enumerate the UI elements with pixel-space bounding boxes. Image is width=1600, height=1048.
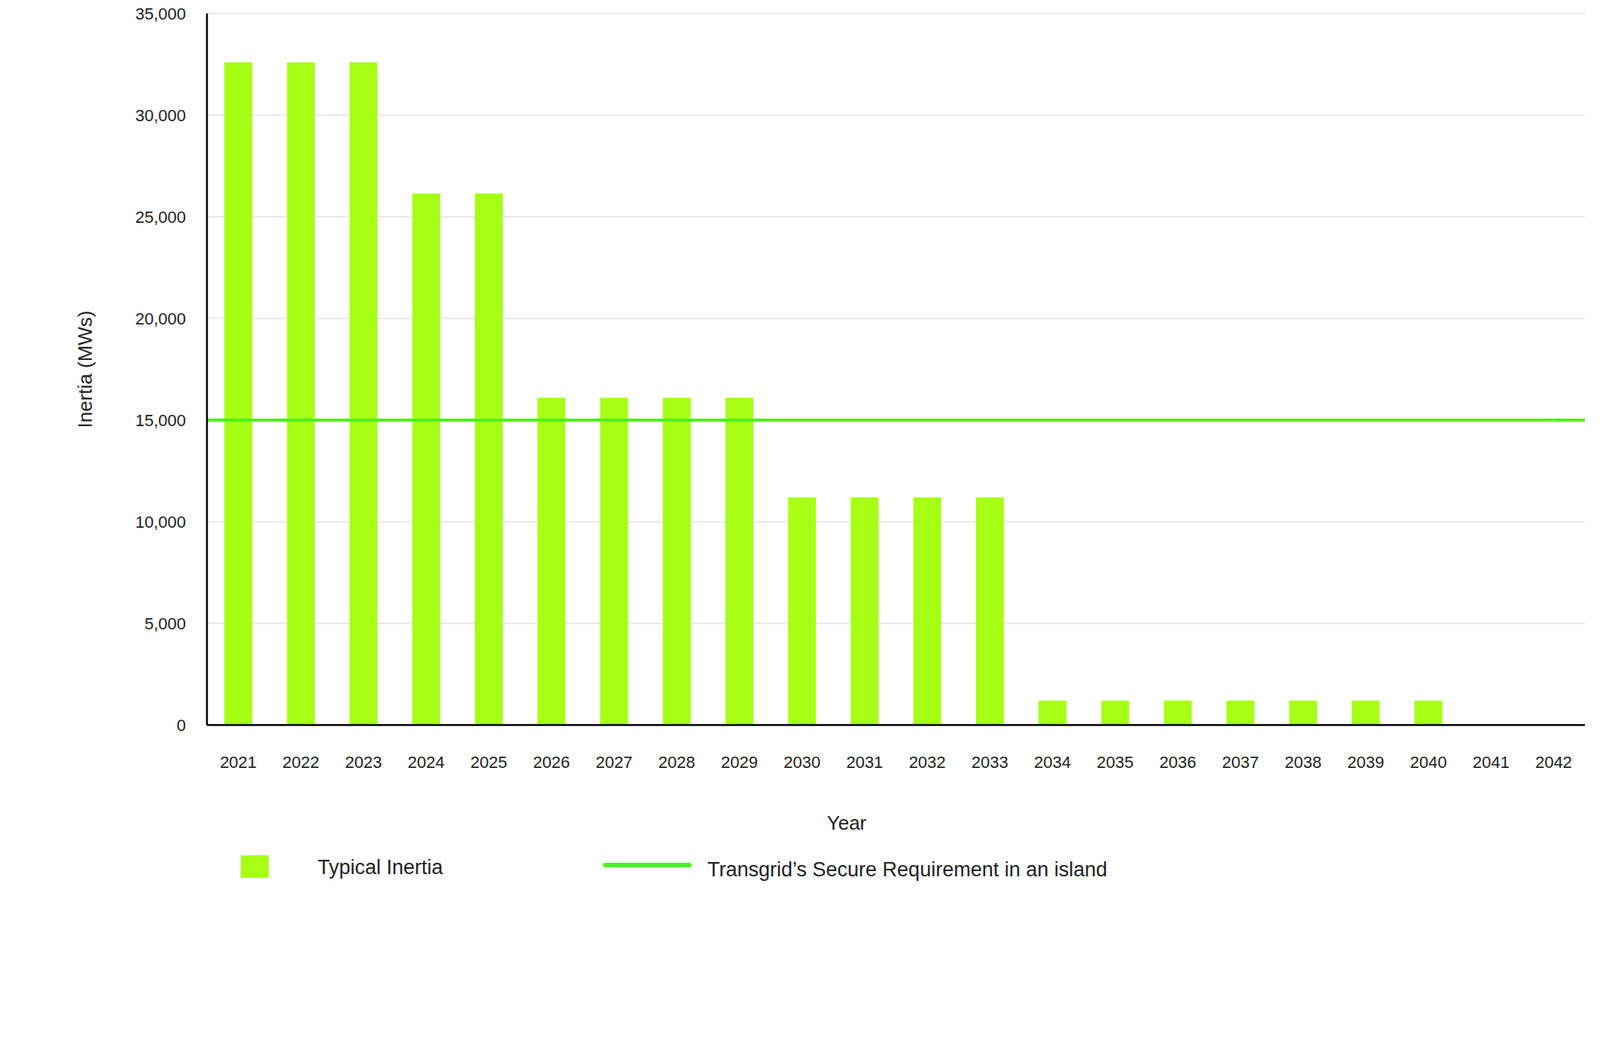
- y-tick-label: 30,000: [135, 106, 186, 125]
- bar: [537, 397, 566, 725]
- bar: [474, 193, 503, 725]
- bar: [1038, 700, 1067, 725]
- y-tick-label: 5,000: [144, 614, 186, 633]
- x-tick-label: 2024: [407, 752, 445, 772]
- x-tick-label: 2026: [532, 752, 570, 772]
- bar: [663, 397, 691, 725]
- bar: [1101, 700, 1129, 725]
- bar: [1164, 700, 1193, 725]
- bar: [1351, 700, 1380, 725]
- x-tick-label: 2041: [1472, 752, 1510, 772]
- line-extension: [1553, 418, 1585, 422]
- y-axis-title: Inertia (MWs): [73, 310, 97, 429]
- bar: [725, 397, 754, 725]
- bar: [850, 497, 879, 725]
- x-axis: [206, 723, 1585, 727]
- bar: [787, 497, 816, 725]
- bar: [1414, 700, 1442, 725]
- x-tick-label: 2023: [345, 752, 383, 772]
- grid-line: [206, 419, 1585, 421]
- y-tick-label: 35,000: [135, 4, 186, 24]
- grid-line: [206, 12, 1585, 15]
- x-tick-label: 2042: [1535, 752, 1573, 772]
- y-tick-label: 0: [176, 715, 186, 735]
- y-axis: [206, 13, 209, 725]
- x-tick-label: 2035: [1096, 752, 1134, 772]
- plot-area: [206, 62, 1585, 725]
- y-tick-label: 15,000: [135, 410, 186, 430]
- bar: [286, 62, 315, 725]
- legend-swatch: [240, 854, 269, 878]
- line-extension: [206, 418, 239, 422]
- y-tick-label: 10,000: [135, 512, 186, 532]
- legend-label: Typical Inertia: [317, 855, 445, 879]
- x-tick-label: 2031: [845, 752, 883, 772]
- x-tick-label: 2027: [596, 752, 633, 772]
- x-tick-label: 2032: [909, 752, 947, 772]
- bar: [599, 397, 628, 725]
- chart: 0 5,000 10,000 15,000 20,000 25,000 30,000 35,0…: [0, 0, 1600, 1048]
- x-tick-label: 2034: [1034, 752, 1071, 772]
- x-tick-label: 2038: [1284, 752, 1322, 772]
- x-tick-label: 2030: [783, 752, 821, 772]
- bar: [412, 193, 441, 725]
- y-tick-label: 25,000: [135, 207, 186, 227]
- x-tick-label: 2040: [1409, 752, 1447, 772]
- bar: [976, 497, 1004, 725]
- legend-label: Transgrid’s Secure Requirement in an isl…: [707, 857, 1108, 881]
- x-tick-label: 2022: [282, 752, 320, 772]
- grid-line: [206, 114, 1585, 116]
- x-tick-label: 2036: [1159, 752, 1197, 772]
- x-tick-label: 2037: [1222, 752, 1260, 772]
- legend-line: [605, 862, 690, 867]
- x-tick-label: 2028: [658, 752, 696, 772]
- y-tick-label: 20,000: [135, 309, 186, 329]
- x-tick-label: 2025: [470, 752, 508, 772]
- x-tick-label: 2029: [720, 752, 758, 772]
- x-tick-label: 2033: [971, 752, 1009, 772]
- bar: [349, 62, 378, 725]
- bar: [1226, 700, 1255, 725]
- bar: [224, 62, 253, 725]
- x-tick-label: 2021: [219, 752, 257, 772]
- line: [238, 418, 1555, 422]
- x-axis-title: Year: [827, 811, 867, 834]
- x-tick-label: 2039: [1347, 752, 1385, 772]
- bar: [1289, 700, 1318, 725]
- bar: [913, 497, 942, 725]
